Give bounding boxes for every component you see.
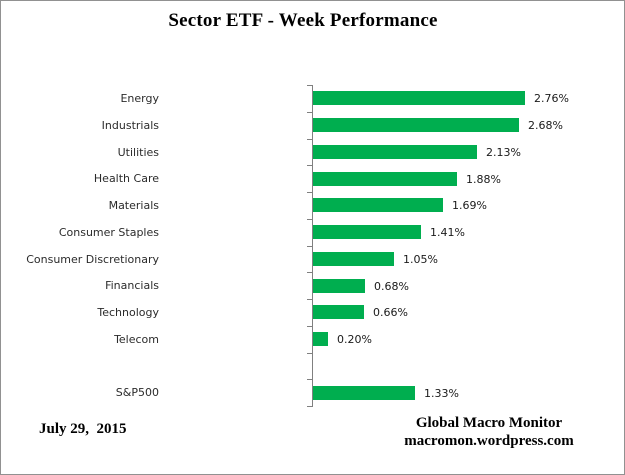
bar [313,225,421,239]
category-label: S&P500 [115,386,159,399]
axis-tick [307,326,313,327]
bar [313,118,519,132]
value-label: 0.68% [374,279,409,293]
bar [313,145,477,159]
bar [313,332,328,346]
chart-title: Sector ETF - Week Performance [168,10,438,31]
category-label: Technology [97,306,159,319]
category-label: Financials [105,279,159,292]
axis-tick [307,379,313,380]
category-label: Telecom [114,333,159,346]
bar [313,279,365,293]
category-axis-line [312,85,313,406]
value-label: 0.66% [373,305,408,319]
attribution-block: Global Macro Monitor macromon.wordpress.… [363,414,615,450]
value-label: 1.05% [403,252,438,266]
category-label: Energy [120,92,159,105]
bar [313,386,415,400]
attribution-source: Global Macro Monitor [415,415,563,431]
axis-tick [307,299,313,300]
axis-tick [307,139,313,140]
bar [313,198,443,212]
bar [313,172,457,186]
axis-tick [307,219,313,220]
bar [313,91,525,105]
footer-date: July 29, 2015 [39,421,127,437]
value-label: 2.13% [486,145,521,159]
value-label: 1.33% [424,386,459,400]
axis-tick [307,272,313,273]
category-label: Materials [108,199,159,212]
category-label: Utilities [117,146,159,159]
value-label: 2.76% [534,91,569,105]
axis-tick [307,112,313,113]
axis-tick [307,165,313,166]
axis-tick [307,192,313,193]
category-label: Consumer Staples [58,226,159,239]
category-label: Consumer Discretionary [26,253,159,266]
value-label: 1.41% [430,225,465,239]
axis-tick [307,406,313,407]
category-label: Health Care [93,172,159,185]
value-label: 1.88% [466,172,501,186]
axis-tick [307,85,313,86]
attribution-url: macromon.wordpress.com [404,433,574,449]
value-label: 1.69% [452,198,487,212]
bar [313,252,394,266]
axis-tick [307,353,313,354]
axis-tick [307,246,313,247]
value-label: 0.20% [337,332,372,346]
bar [313,305,364,319]
value-label: 2.68% [528,118,563,132]
category-label: Industrials [101,119,159,132]
